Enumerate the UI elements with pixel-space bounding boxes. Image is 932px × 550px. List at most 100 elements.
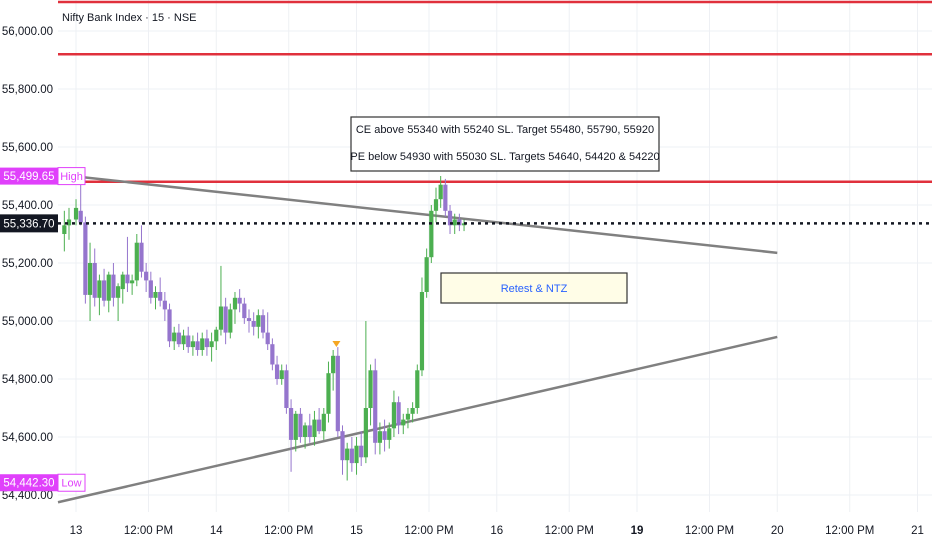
- candle[interactable]: [256, 309, 261, 339]
- candle[interactable]: [92, 248, 97, 307]
- candle[interactable]: [158, 277, 163, 307]
- candle[interactable]: [209, 332, 214, 362]
- candle[interactable]: [349, 437, 354, 472]
- candle[interactable]: [130, 274, 135, 295]
- candle[interactable]: [387, 422, 392, 449]
- candle[interactable]: [97, 274, 102, 316]
- candle[interactable]: [195, 332, 200, 356]
- candle[interactable]: [73, 199, 79, 226]
- candle[interactable]: [438, 176, 443, 208]
- candle[interactable]: [410, 402, 415, 423]
- candle[interactable]: [144, 263, 149, 292]
- candle[interactable]: [293, 410, 298, 452]
- candle[interactable]: [307, 413, 312, 443]
- candle[interactable]: [260, 309, 266, 339]
- candle[interactable]: [214, 326, 219, 350]
- candle[interactable]: [232, 292, 238, 324]
- candle[interactable]: [190, 335, 195, 356]
- candle[interactable]: [153, 286, 158, 310]
- candle[interactable]: [167, 303, 172, 348]
- candle[interactable]: [204, 329, 210, 356]
- candle-body: [274, 364, 280, 379]
- candle[interactable]: [101, 268, 107, 307]
- candle[interactable]: [176, 323, 181, 348]
- candle[interactable]: [106, 271, 111, 313]
- candle[interactable]: [288, 399, 294, 472]
- candle[interactable]: [162, 292, 167, 321]
- candle[interactable]: [396, 396, 401, 435]
- candle[interactable]: [312, 410, 317, 446]
- candle[interactable]: [284, 364, 289, 414]
- candle[interactable]: [447, 205, 453, 234]
- candle[interactable]: [120, 271, 125, 304]
- candle-body: [167, 309, 172, 342]
- candle[interactable]: [223, 297, 228, 345]
- candle[interactable]: [228, 303, 233, 339]
- candle[interactable]: [125, 236, 130, 292]
- candle[interactable]: [246, 309, 252, 333]
- candle[interactable]: [62, 210, 67, 252]
- candle[interactable]: [419, 277, 425, 377]
- candle[interactable]: [181, 329, 186, 350]
- candle[interactable]: [139, 225, 144, 278]
- candle[interactable]: [66, 207, 72, 240]
- candle[interactable]: [303, 422, 308, 449]
- candle[interactable]: [116, 283, 121, 321]
- candle[interactable]: [429, 205, 434, 263]
- candle[interactable]: [401, 413, 406, 435]
- candle[interactable]: [111, 263, 116, 307]
- candle[interactable]: [148, 271, 153, 304]
- candle[interactable]: [242, 297, 247, 324]
- candle[interactable]: [321, 408, 326, 440]
- candle[interactable]: [83, 216, 88, 304]
- candle[interactable]: [251, 312, 256, 336]
- candle[interactable]: [265, 312, 270, 350]
- annotation-retest-text: Retest & NTZ: [501, 283, 568, 295]
- candle[interactable]: [134, 234, 139, 287]
- candle[interactable]: [443, 178, 448, 217]
- candle[interactable]: [237, 289, 242, 313]
- candle[interactable]: [200, 332, 205, 356]
- candle[interactable]: [368, 364, 373, 426]
- candle[interactable]: [345, 442, 350, 481]
- y-tick-label: 54,800.00: [2, 374, 53, 386]
- candle[interactable]: [377, 422, 382, 455]
- candle-body: [265, 332, 270, 345]
- candle[interactable]: [391, 390, 397, 437]
- candle[interactable]: [405, 408, 411, 429]
- candle[interactable]: [298, 408, 303, 443]
- retest-annotation[interactable]: Retest & NTZ: [440, 272, 628, 304]
- candle[interactable]: [363, 321, 368, 464]
- candle[interactable]: [373, 358, 378, 455]
- candle-body: [246, 318, 252, 321]
- candle[interactable]: [317, 408, 322, 435]
- candle[interactable]: [461, 219, 467, 232]
- candle[interactable]: [218, 265, 224, 336]
- candle[interactable]: [274, 355, 280, 385]
- candle[interactable]: [335, 347, 340, 437]
- candle[interactable]: [452, 213, 457, 234]
- candle[interactable]: [415, 364, 420, 414]
- y-tick-label: 55,200.00: [2, 258, 53, 270]
- candle[interactable]: [87, 242, 93, 321]
- candle[interactable]: [331, 350, 336, 391]
- trend-line[interactable]: [57, 335, 778, 504]
- candle-body: [387, 428, 392, 440]
- candle-body: [181, 335, 186, 345]
- candle[interactable]: [279, 364, 284, 385]
- candle[interactable]: [354, 437, 359, 475]
- candle[interactable]: [433, 187, 439, 223]
- candle[interactable]: [382, 419, 387, 452]
- candle-body: [101, 280, 107, 301]
- candle[interactable]: [424, 248, 429, 298]
- candle-body: [424, 257, 429, 292]
- trade-plan-annotation[interactable]: CE above 55340 with 55240 SL. Target 554…: [350, 116, 660, 172]
- candle[interactable]: [172, 326, 177, 350]
- candle[interactable]: [340, 425, 345, 475]
- candle[interactable]: [270, 338, 275, 371]
- candle[interactable]: [326, 361, 331, 423]
- trend-line[interactable]: [57, 173, 778, 255]
- candle[interactable]: [359, 431, 364, 466]
- candle[interactable]: [186, 326, 191, 353]
